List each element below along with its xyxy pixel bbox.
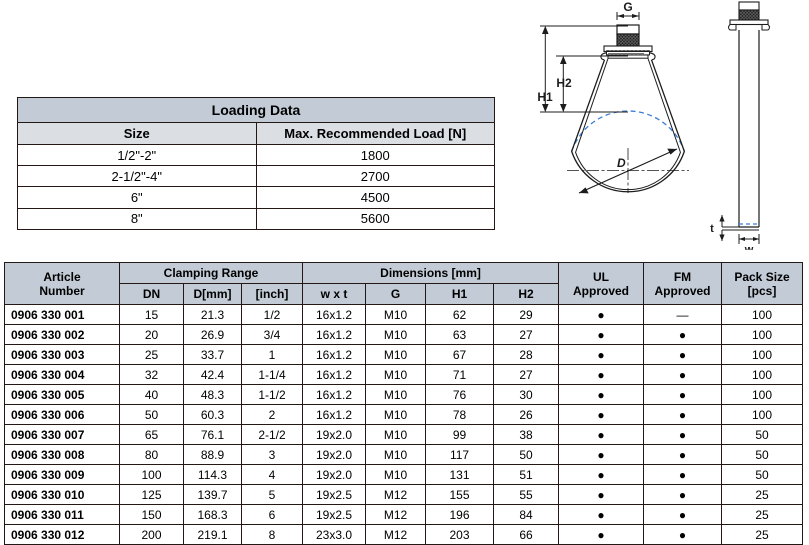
svg-text:H2: H2 [556, 76, 572, 90]
svg-text:D: D [617, 156, 626, 170]
svg-text:w: w [744, 244, 754, 250]
svg-text:H1: H1 [537, 90, 553, 104]
svg-text:t: t [710, 223, 714, 235]
svg-text:G: G [623, 0, 632, 14]
